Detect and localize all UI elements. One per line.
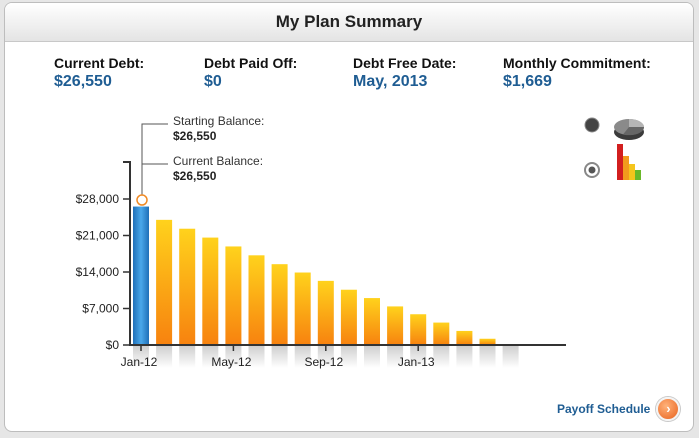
bar-reflections: [133, 346, 519, 368]
bar-reflection: [479, 346, 496, 368]
chevron-right-icon[interactable]: ›: [656, 397, 681, 421]
stat-label: Current Debt:: [54, 55, 145, 71]
radio-pie[interactable]: [584, 117, 600, 133]
bar-Aug-12[interactable]: [294, 272, 311, 345]
panel-title: My Plan Summary: [5, 3, 693, 42]
bar-reflection: [502, 346, 519, 368]
payoff-schedule-link[interactable]: Payoff Schedule ›: [557, 397, 681, 421]
bar-chart-toggle[interactable]: [583, 142, 647, 187]
starting-balance-label: Starting Balance:: [173, 114, 264, 128]
bar-reflection: [179, 346, 196, 368]
bar-reflection: [202, 346, 219, 368]
bar-reflection: [317, 346, 334, 368]
bar-reflection: [340, 346, 357, 368]
starting-balance-value: $26,550: [173, 129, 217, 143]
x-axis: Jan-12 May-12 Sep-12 Jan-13: [121, 344, 566, 369]
y-tick-label: $7,000: [82, 302, 119, 316]
stat-label: Debt Free Date:: [353, 55, 457, 71]
stat-value: $0: [204, 73, 222, 90]
current-balance-value: $26,550: [173, 169, 217, 183]
y-tick-label: $14,000: [76, 265, 120, 279]
payoff-schedule-label[interactable]: Payoff Schedule: [557, 402, 651, 416]
bar-Mar-13[interactable]: [456, 330, 473, 345]
y-tick-label: $28,000: [76, 192, 120, 206]
bar-reflection: [133, 346, 149, 368]
y-tick-label: $21,000: [76, 229, 120, 243]
bar-reflection: [364, 346, 380, 368]
stat-label: Monthly Commitment:: [503, 55, 651, 71]
bar-reflection: [156, 346, 173, 368]
bar-Feb-13[interactable]: [433, 322, 450, 345]
bar-Apr-12[interactable]: [202, 237, 219, 345]
starting-balance-callout-line: [141, 123, 168, 196]
bar-Sep-12[interactable]: [317, 280, 334, 345]
bar-reflection: [294, 346, 311, 368]
bar-Mar-12[interactable]: [179, 228, 196, 345]
stat-debt-paid-off: Debt Paid Off: $0: [204, 55, 297, 91]
bar-Jan-12[interactable]: [133, 206, 149, 345]
x-tick-label: Jan-12: [121, 355, 158, 369]
x-tick-label: Sep-12: [304, 355, 343, 369]
pie-chart-icon: [614, 119, 645, 140]
bar-Feb-12[interactable]: [156, 219, 173, 345]
bars-group: [133, 206, 496, 345]
stat-label: Debt Paid Off:: [204, 55, 298, 71]
bar-reflection: [387, 346, 404, 368]
bar-chart-icon: [617, 144, 641, 180]
x-tick-label: Jan-13: [398, 355, 435, 369]
bar-Oct-12[interactable]: [340, 289, 357, 345]
stat-value: May, 2013: [353, 73, 428, 90]
current-balance-marker: [136, 194, 148, 206]
bar-reflection: [410, 346, 427, 368]
stat-value: $1,669: [503, 73, 552, 90]
x-tick-label: May-12: [211, 355, 251, 369]
stat-current-debt: Current Debt: $26,550: [54, 55, 144, 91]
bar-reflection: [456, 346, 473, 368]
bar-Jul-12[interactable]: [271, 264, 288, 345]
bar-reflection: [271, 346, 288, 368]
bar-reflection: [433, 346, 450, 368]
y-axis: $0 $7,000 $14,000 $21,000 $28,000: [76, 161, 131, 352]
pie-chart-toggle[interactable]: [583, 116, 647, 149]
bar-reflection: [248, 346, 265, 368]
bar-Jan-13[interactable]: [410, 314, 427, 345]
bar-Dec-12[interactable]: [387, 306, 404, 345]
bar-Apr-13[interactable]: [479, 338, 496, 345]
bar-Nov-12[interactable]: [364, 298, 380, 345]
bar-May-12[interactable]: [225, 246, 242, 345]
radio-bar-dot: [588, 166, 596, 174]
y-tick-label: $0: [106, 338, 120, 352]
current-balance-label: Current Balance:: [173, 154, 263, 168]
stat-value: $26,550: [54, 73, 112, 90]
bar-Jun-12[interactable]: [248, 255, 265, 345]
stat-monthly-commitment: Monthly Commitment: $1,669: [503, 55, 651, 91]
stat-debt-free-date: Debt Free Date: May, 2013: [353, 55, 456, 91]
bar-reflection: [225, 346, 242, 368]
